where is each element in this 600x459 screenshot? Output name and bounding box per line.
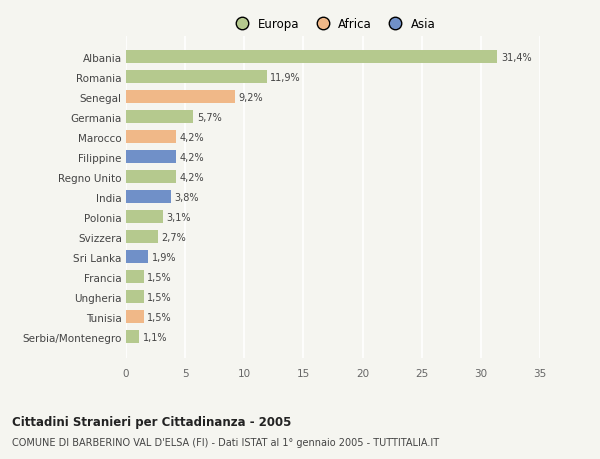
Bar [126, 191, 171, 204]
Text: Cittadini Stranieri per Cittadinanza - 2005: Cittadini Stranieri per Cittadinanza - 2… [12, 415, 292, 428]
Bar [126, 51, 497, 64]
Bar [126, 231, 158, 244]
Text: 11,9%: 11,9% [271, 73, 301, 83]
Text: 31,4%: 31,4% [501, 53, 532, 63]
Text: 5,7%: 5,7% [197, 112, 222, 123]
Legend: Europa, Africa, Asia: Europa, Africa, Asia [226, 14, 440, 36]
Text: 1,9%: 1,9% [152, 252, 176, 262]
Bar [126, 91, 235, 104]
Text: 2,7%: 2,7% [161, 232, 186, 242]
Bar [126, 211, 163, 224]
Text: 4,2%: 4,2% [179, 152, 204, 162]
Text: 4,2%: 4,2% [179, 173, 204, 182]
Bar [126, 171, 176, 184]
Bar [126, 271, 144, 284]
Text: 1,1%: 1,1% [143, 332, 167, 342]
Text: 1,5%: 1,5% [147, 272, 172, 282]
Text: COMUNE DI BARBERINO VAL D'ELSA (FI) - Dati ISTAT al 1° gennaio 2005 - TUTTITALIA: COMUNE DI BARBERINO VAL D'ELSA (FI) - Da… [12, 437, 439, 447]
Text: 1,5%: 1,5% [147, 292, 172, 302]
Bar [126, 131, 176, 144]
Bar [126, 111, 193, 124]
Bar [126, 151, 176, 164]
Text: 9,2%: 9,2% [238, 93, 263, 103]
Bar [126, 330, 139, 343]
Text: 3,8%: 3,8% [175, 192, 199, 202]
Text: 1,5%: 1,5% [147, 312, 172, 322]
Bar [126, 71, 267, 84]
Bar [126, 251, 148, 263]
Text: 4,2%: 4,2% [179, 133, 204, 143]
Bar [126, 311, 144, 324]
Text: 3,1%: 3,1% [166, 213, 191, 222]
Bar [126, 291, 144, 303]
